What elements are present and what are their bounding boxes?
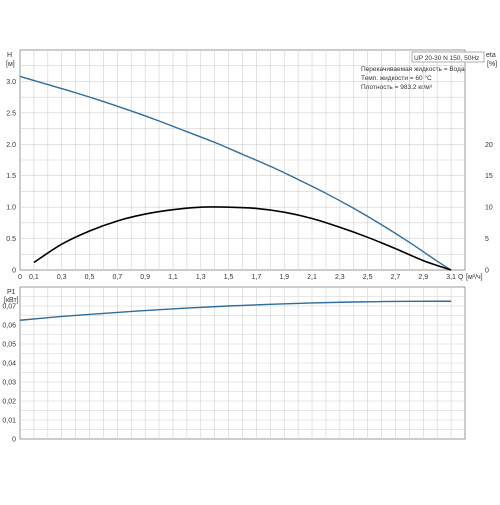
h-tick-label: 0.5: [6, 236, 16, 243]
info-fluid: Перекачиваемая жидкость = Вода: [361, 66, 465, 73]
h-axis-label: H: [7, 52, 12, 59]
eta-tick-label: 0: [485, 268, 489, 275]
q-tick-label: 2,7: [391, 274, 401, 281]
p1-axis-label: P1: [7, 289, 16, 296]
h-tick-label: 2.5: [6, 110, 16, 117]
q-tick-label: 0,7: [112, 274, 122, 281]
info-temperature: Темп. жидкости = 60 °C: [361, 74, 432, 82]
h-tick-label: 1.5: [6, 173, 16, 180]
q-tick-label: 2,3: [335, 274, 345, 281]
q-axis-label: Q: [458, 274, 464, 281]
h-tick-label: 0: [12, 268, 16, 275]
model-title-box: [411, 51, 485, 63]
h-tick-label: 2.0: [6, 142, 16, 149]
q-tick-label: 2,5: [363, 274, 373, 281]
q-tick-label: 0: [18, 274, 22, 281]
eta-axis-unit: [%]: [487, 61, 497, 68]
info-density: Плотность = 983.2 кг/м³: [361, 84, 433, 91]
p1-tick-label: 0,03: [2, 380, 16, 387]
q-tick-label: 1,1: [168, 274, 178, 281]
upper-grid: [20, 50, 465, 270]
eta-tick-label: 15: [485, 173, 493, 180]
q-tick-label: 0,5: [85, 274, 95, 281]
model-title: UP 20-30 N 150, 50Hz: [414, 55, 479, 62]
p1-tick-label: 0,01: [2, 418, 16, 425]
q-tick-label: 0,3: [57, 274, 67, 281]
q-tick-label: 3,1: [446, 274, 456, 281]
h-tick-label: 3.0: [6, 79, 16, 86]
p1-tick-label: 0: [12, 437, 16, 444]
p1-tick-label: 0,04: [2, 361, 16, 368]
h-tick-label: 1.0: [6, 205, 16, 212]
lower-curves: [19, 300, 452, 321]
q-tick-label: 1,9: [279, 274, 289, 281]
head-curve: [19, 75, 452, 271]
q-tick-label: 1,3: [196, 274, 206, 281]
eta-tick-label: 10: [485, 205, 493, 212]
q-axis-unit: [м³/ч]: [466, 274, 483, 281]
q-tick-label: 0,1: [29, 274, 39, 281]
p1-tick-label: 0,05: [2, 342, 16, 349]
eta-tick-label: 5: [485, 236, 489, 243]
power-curve: [19, 300, 452, 321]
p1-tick-label: 0,07: [2, 304, 16, 311]
efficiency-curve: [33, 206, 452, 271]
q-tick-label: 2,9: [418, 274, 428, 281]
lower-grid: [20, 287, 465, 439]
p1-tick-label: 0,06: [2, 323, 16, 330]
eta-tick-label: 20: [485, 142, 493, 149]
lower-y-ticks: 0 0,01 0,02 0,03 0,04 0,05 0,06 0,07: [2, 304, 16, 444]
eta-axis-label: eta: [486, 52, 496, 59]
q-tick-label: 1,7: [252, 274, 262, 281]
p1-tick-label: 0,02: [2, 399, 16, 406]
upper-y2-ticks: 0 5 10 15 20: [485, 142, 493, 275]
q-tick-label: 2,1: [307, 274, 317, 281]
upper-curves: [19, 75, 452, 271]
upper-x-ticks: 0 0,1 0,3 0,5 0,7 0,9 1,1 1,3 1,5 1,7 1,9 2,1 2,3 2,5…: [18, 274, 456, 281]
q-tick-label: 1,5: [224, 274, 234, 281]
q-tick-label: 0,9: [140, 274, 150, 281]
p1-axis-unit: [кВт]: [4, 297, 19, 304]
upper-y-ticks: 0 0.5 1.0 1.5 2.0 2.5 3.0: [6, 79, 16, 275]
h-axis-unit: [м]: [6, 61, 15, 68]
